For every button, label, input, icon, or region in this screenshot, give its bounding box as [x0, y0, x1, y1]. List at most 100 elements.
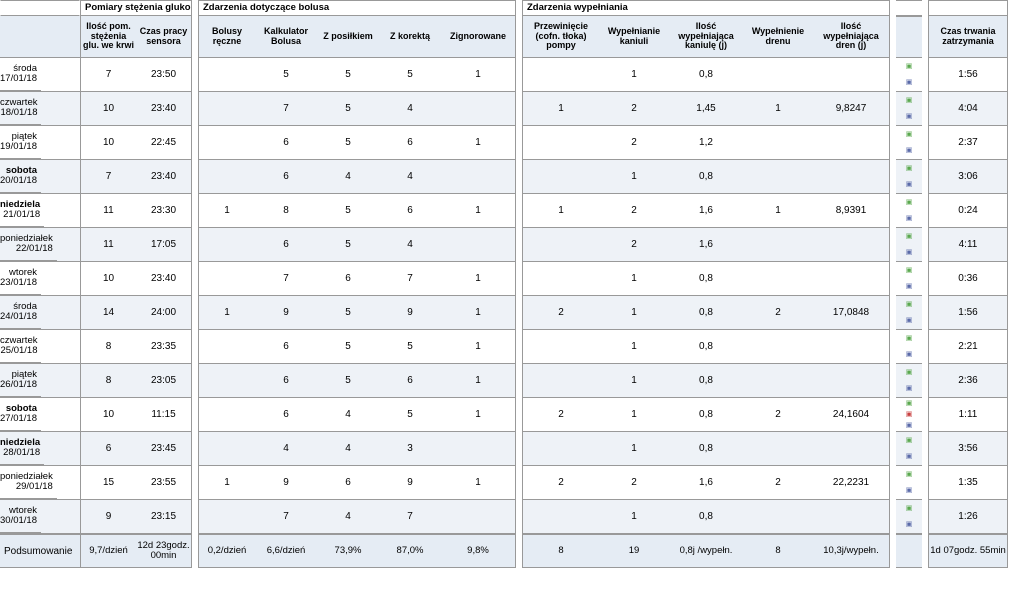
cell-glucose-bgCount: 7 — [81, 58, 136, 91]
cell-glucose-bgCount: 10 — [81, 126, 136, 159]
cell-fill-tube — [743, 228, 813, 261]
cell-fill-tubeAmt — [813, 58, 889, 91]
col-header-bgCount: Ilość pom. stężenia glu. we krwi — [81, 16, 136, 57]
date-cell: poniedziałek22/01/18 — [0, 228, 57, 261]
cell-fill-rewind — [523, 262, 599, 295]
status-icon: ▣ — [906, 505, 913, 512]
cell-bolus-meal: 4 — [317, 432, 379, 465]
cell-fill-can: 1 — [599, 160, 669, 193]
status-icon: ▣ — [906, 521, 913, 528]
cell-glucose-bgCount: 15 — [81, 466, 136, 499]
cell-fill-tube — [743, 432, 813, 465]
status-icon: ▣ — [906, 199, 913, 206]
col-header-sensor: Czas pracy sensora — [136, 16, 191, 57]
date-cell: wtorek30/01/18 — [0, 500, 41, 533]
cell-fill-canAmt: 0,8 — [669, 262, 743, 295]
cell-fill-canAmt: 1,2 — [669, 126, 743, 159]
cell-time-dur: 0:24 — [929, 194, 1007, 227]
status-icon: ▣ — [906, 437, 913, 444]
cell-bolus-calc: 9 — [255, 296, 317, 329]
cell-glucose-sensor: 23:05 — [136, 364, 191, 397]
cell-bolus-manual — [199, 262, 255, 295]
cell-fill-tube — [743, 330, 813, 363]
cell-bolus-calc: 4 — [255, 432, 317, 465]
summary-bgCount: 9,7/dzień — [81, 535, 136, 567]
bolus-section-title: Zdarzenia dotyczące bolusa — [198, 0, 516, 16]
cell-bolus-manual — [199, 160, 255, 193]
cell-fill-can: 1 — [599, 364, 669, 397]
cell-time-dur: 1:26 — [929, 500, 1007, 533]
status-icon: ▣ — [906, 165, 913, 172]
cell-fill-tubeAmt: 22,2231 — [813, 466, 889, 499]
status-icon: ▣ — [906, 301, 913, 308]
cell-glucose-sensor: 23:40 — [136, 262, 191, 295]
cell-fill-tubeAmt — [813, 228, 889, 261]
cell-fill-rewind: 1 — [523, 92, 599, 125]
cell-bolus-calc: 5 — [255, 58, 317, 91]
cell-bolus-ign: 1 — [441, 296, 515, 329]
cell-bolus-ign — [441, 500, 515, 533]
cell-fill-canAmt: 0,8 — [669, 364, 743, 397]
cell-bolus-ign: 1 — [441, 466, 515, 499]
cell-fill-can: 1 — [599, 500, 669, 533]
cell-fill-tubeAmt — [813, 262, 889, 295]
cell-time-dur: 1:56 — [929, 296, 1007, 329]
summary-rewind: 8 — [523, 535, 599, 567]
cell-bolus-ign — [441, 92, 515, 125]
status-icon: ▣ — [906, 267, 913, 274]
date-cell: poniedziałek29/01/18 — [0, 466, 57, 499]
cell-glucose-sensor: 23:55 — [136, 466, 191, 499]
cell-time-dur: 1:35 — [929, 466, 1007, 499]
cell-bolus-calc: 7 — [255, 262, 317, 295]
cell-bolus-ign: 1 — [441, 330, 515, 363]
cell-time-dur: 1:56 — [929, 58, 1007, 91]
cell-time-dur: 3:56 — [929, 432, 1007, 465]
cell-glucose-sensor: 11:15 — [136, 398, 191, 431]
date-cell: piątek26/01/18 — [0, 364, 41, 397]
date-cell: piątek19/01/18 — [0, 126, 41, 159]
cell-bolus-ign: 1 — [441, 364, 515, 397]
cell-fill-tube — [743, 126, 813, 159]
cell-bolus-corr: 6 — [379, 194, 441, 227]
cell-fill-rewind — [523, 500, 599, 533]
summary-tubeAmt: 10,3j/wypełn. — [813, 535, 889, 567]
cell-fill-tube: 2 — [743, 296, 813, 329]
cell-bolus-meal: 6 — [317, 262, 379, 295]
date-cell: czwartek18/01/18 — [0, 92, 41, 125]
summary-label: Podsumowanie — [0, 534, 80, 568]
cell-bolus-corr: 6 — [379, 364, 441, 397]
date-cell: sobota20/01/18 — [0, 160, 41, 193]
status-icon: ▣ — [906, 317, 913, 324]
cell-glucose-bgCount: 10 — [81, 398, 136, 431]
cell-bolus-calc: 6 — [255, 126, 317, 159]
cell-bolus-meal: 5 — [317, 228, 379, 261]
cell-glucose-sensor: 23:40 — [136, 92, 191, 125]
cell-fill-tubeAmt — [813, 500, 889, 533]
cell-bolus-calc: 6 — [255, 330, 317, 363]
cell-bolus-calc: 6 — [255, 398, 317, 431]
cell-fill-tubeAmt — [813, 364, 889, 397]
status-icon: ▣ — [906, 453, 913, 460]
date-cell: czwartek25/01/18 — [0, 330, 41, 363]
cell-fill-tubeAmt — [813, 330, 889, 363]
cell-fill-rewind — [523, 432, 599, 465]
cell-glucose-bgCount: 11 — [81, 194, 136, 227]
cell-fill-rewind: 2 — [523, 466, 599, 499]
summary-sensor: 12d 23godz. 00min — [136, 535, 191, 567]
cell-fill-can: 1 — [599, 262, 669, 295]
cell-fill-canAmt: 0,8 — [669, 432, 743, 465]
cell-bolus-ign: 1 — [441, 126, 515, 159]
cell-fill-can: 2 — [599, 228, 669, 261]
cell-time-dur: 4:11 — [929, 228, 1007, 261]
cell-glucose-bgCount: 8 — [81, 330, 136, 363]
cell-fill-tube — [743, 364, 813, 397]
summary-tube: 8 — [743, 535, 813, 567]
cell-bolus-manual — [199, 500, 255, 533]
cell-bolus-calc: 6 — [255, 364, 317, 397]
cell-fill-tube: 2 — [743, 398, 813, 431]
cell-bolus-calc: 9 — [255, 466, 317, 499]
cell-bolus-meal: 5 — [317, 58, 379, 91]
cell-fill-can: 1 — [599, 296, 669, 329]
cell-glucose-sensor: 23:15 — [136, 500, 191, 533]
cell-fill-can: 2 — [599, 466, 669, 499]
